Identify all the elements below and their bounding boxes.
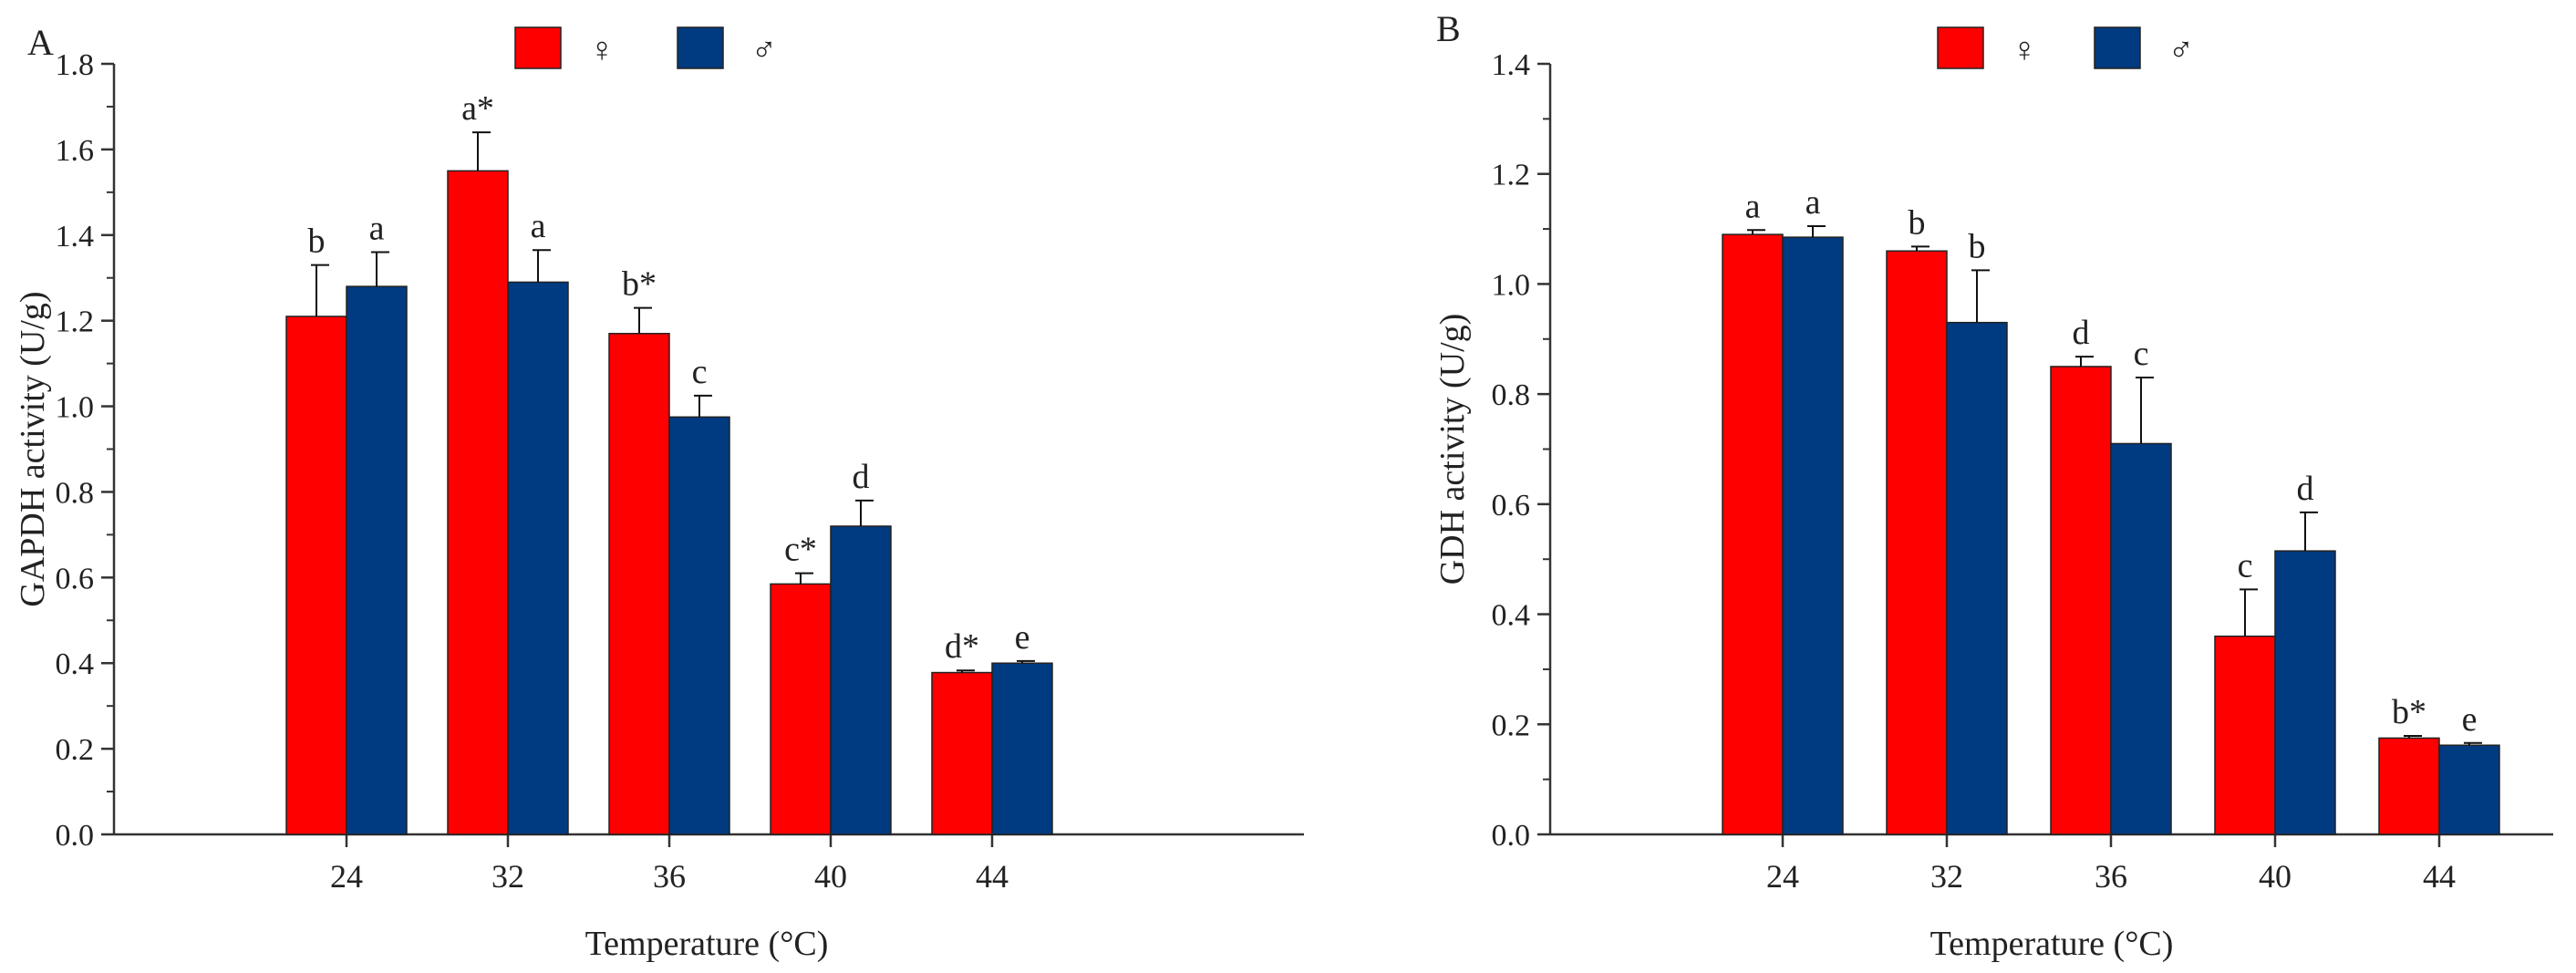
significance-label: a xyxy=(1745,187,1761,225)
y-tick-label: 1.8 xyxy=(56,48,95,82)
significance-label: d xyxy=(2297,470,2314,508)
y-tick-label: 1.0 xyxy=(56,391,95,425)
panel-label: A xyxy=(27,22,54,63)
legend-swatch xyxy=(677,26,724,69)
y-tick-label: 0.0 xyxy=(56,819,95,853)
legend-swatch xyxy=(1937,26,1984,69)
significance-label: a* xyxy=(461,89,494,128)
x-tick-label: 24 xyxy=(1766,858,1799,895)
bar-female xyxy=(2378,737,2440,835)
x-tick-label: 36 xyxy=(653,858,686,895)
bar-male xyxy=(507,281,569,835)
significance-label: b* xyxy=(622,265,657,304)
x-tick-label: 40 xyxy=(2259,858,2292,895)
x-tick-label: 44 xyxy=(2423,858,2456,895)
bar-male xyxy=(2110,442,2172,835)
y-tick-label: 1.4 xyxy=(1492,48,1531,82)
y-axis-title: GAPDH activity (U/g) xyxy=(14,291,52,606)
x-tick-label: 24 xyxy=(330,858,363,895)
significance-label: b xyxy=(1909,203,1926,242)
y-tick-label: 1.2 xyxy=(56,305,95,339)
x-tick-label: 40 xyxy=(814,858,847,895)
y-axis-title: GDH activity (U/g) xyxy=(1433,314,1472,585)
significance-label: c xyxy=(2238,546,2253,585)
legend-label: ♂ xyxy=(751,31,778,69)
significance-label: a xyxy=(369,210,385,248)
bar-male xyxy=(991,662,1053,835)
significance-label: b* xyxy=(2392,693,2426,731)
y-tick-label: 1.2 xyxy=(1492,159,1531,192)
significance-label: c xyxy=(2134,335,2149,373)
bar-female xyxy=(1886,250,1948,835)
panel-label: B xyxy=(1436,8,1461,49)
significance-label: e xyxy=(1015,618,1030,657)
significance-label: d xyxy=(853,458,870,496)
bar-female xyxy=(285,316,347,835)
significance-label: a xyxy=(531,207,546,245)
x-tick-label: 32 xyxy=(491,858,524,895)
bar-male xyxy=(1782,236,1844,835)
legend-swatch xyxy=(2094,26,2141,69)
bar-male xyxy=(2438,744,2500,835)
bar-male xyxy=(346,285,408,835)
bar-male xyxy=(1946,321,2008,835)
bar-female xyxy=(2214,635,2276,835)
bar-female xyxy=(931,671,993,835)
significance-label: b xyxy=(1969,227,1986,265)
x-tick-label: 44 xyxy=(976,858,1009,895)
significance-label: e xyxy=(2462,700,2478,739)
significance-label: d xyxy=(2073,314,2090,352)
bar-male xyxy=(830,525,892,835)
x-tick-label: 36 xyxy=(2095,858,2127,895)
y-tick-label: 0.8 xyxy=(1492,378,1531,412)
chart-panel-b: B 0.0 0.2 0.4 0.6 0.8 1.0 1.2 1.4 24 32 36 40 44 a b d c b… xyxy=(1433,8,2553,963)
y-tick-label: 0.0 xyxy=(1492,819,1531,853)
bar-male xyxy=(2274,550,2336,835)
significance-label: c* xyxy=(784,531,817,569)
legend-label: ♀ xyxy=(2012,31,2038,69)
y-tick-label: 1.6 xyxy=(56,134,95,168)
y-tick-label: 0.6 xyxy=(1492,489,1531,523)
bar-female xyxy=(447,170,509,835)
significance-label: d* xyxy=(945,627,979,666)
y-tick-label: 0.2 xyxy=(56,733,95,767)
significance-label: a xyxy=(1805,183,1821,222)
bar-female xyxy=(608,333,670,835)
y-tick-label: 0.4 xyxy=(56,647,95,681)
bar-female xyxy=(2050,366,2112,835)
x-axis-title: Temperature (°C) xyxy=(1930,925,2174,963)
y-tick-label: 1.4 xyxy=(56,220,95,254)
x-tick-label: 32 xyxy=(1930,858,1963,895)
significance-label: b xyxy=(308,223,326,261)
y-tick-label: 0.8 xyxy=(56,476,95,510)
y-tick-label: 0.6 xyxy=(56,562,95,595)
bar-male xyxy=(668,416,730,835)
x-axis-title: Temperature (°C) xyxy=(585,925,829,963)
legend-label: ♂ xyxy=(2168,31,2195,69)
legend-swatch xyxy=(514,26,562,69)
legend-label: ♀ xyxy=(589,31,616,69)
bar-female xyxy=(770,583,832,835)
chart-panel-a: A 0.0 0.2 0.4 0.6 0.8 1.0 1.2 1.4 1.6 1.8 24 32 36 40 4… xyxy=(14,22,1304,963)
y-tick-label: 0.2 xyxy=(1492,709,1531,742)
y-tick-label: 1.0 xyxy=(1492,268,1531,302)
bar-female xyxy=(1722,233,1784,835)
significance-label: c xyxy=(692,353,708,391)
y-tick-label: 0.4 xyxy=(1492,599,1531,633)
